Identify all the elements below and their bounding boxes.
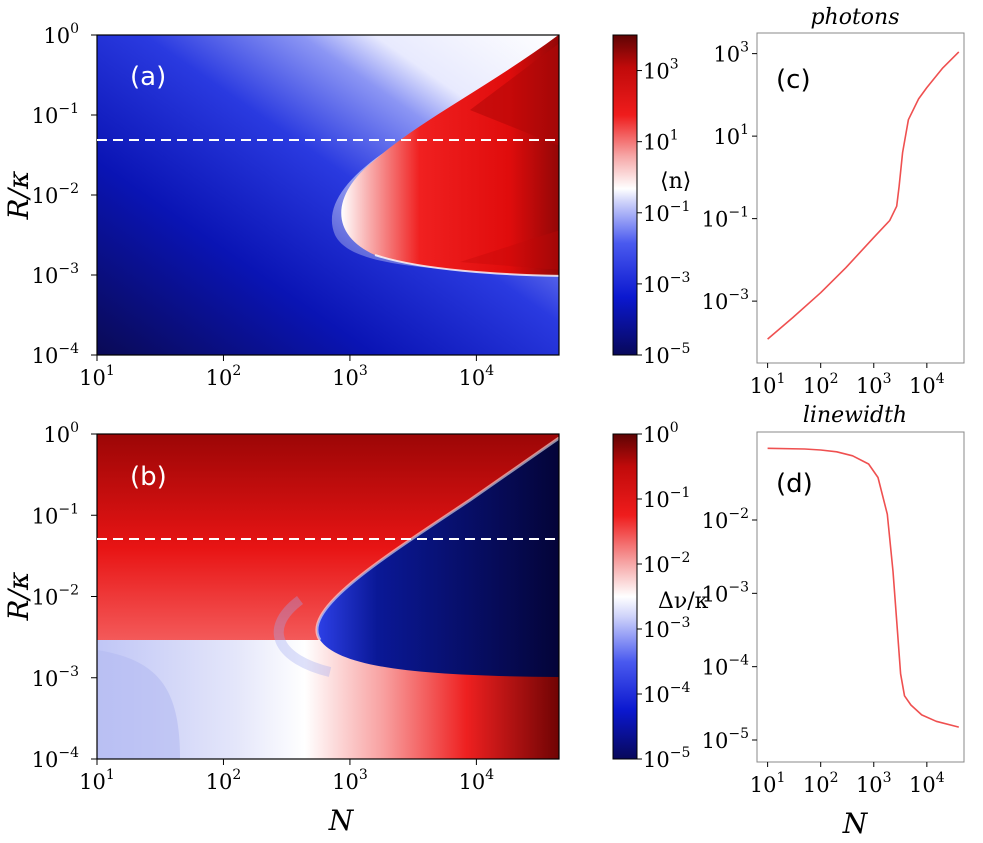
y-tick-label: 10−4 bbox=[32, 745, 79, 772]
ylabel-a: R/κ bbox=[2, 171, 35, 221]
x-tick-label: 104 bbox=[909, 770, 945, 797]
x-tick-label: 103 bbox=[332, 363, 368, 390]
ticks-b: 101 102 103 104 100 10−1 10−2 10−3 10−4 bbox=[32, 420, 495, 794]
y-tick-label: 10−1 bbox=[32, 101, 79, 128]
colorbar-tick-label: 100 bbox=[643, 420, 679, 447]
x-tick-label: 102 bbox=[206, 767, 242, 794]
x-tick-label: 104 bbox=[459, 767, 495, 794]
y-tick-label: 100 bbox=[43, 21, 79, 48]
colorbar-tick-label: 10−1 bbox=[643, 485, 690, 512]
colorbar-tick-label: 103 bbox=[643, 57, 679, 84]
colorbar-tick-label: 10−5 bbox=[643, 745, 690, 772]
x-tick-label: 103 bbox=[332, 767, 368, 794]
plot-c: 101 102 103 104 103 101 10−1 10−3 bbox=[702, 40, 960, 398]
ylabel-b: R/κ bbox=[2, 572, 35, 622]
colorbar-label-a: ⟨n⟩ bbox=[660, 169, 691, 194]
y-tick-label: 10−2 bbox=[702, 506, 749, 533]
x-tick-label: 104 bbox=[909, 371, 945, 398]
y-tick-label: 10−1 bbox=[702, 205, 749, 232]
colorbar-tick-label: 10−3 bbox=[643, 615, 690, 642]
colorbar-a bbox=[612, 34, 638, 356]
y-tick-label: 10−2 bbox=[32, 583, 79, 610]
x-tick-label: 102 bbox=[206, 363, 242, 390]
colorbar-ticks-b: 100 10−1 10−2 10−3 10−4 10−5 bbox=[637, 420, 690, 772]
axes-frame-c bbox=[756, 32, 965, 364]
panel-label-a: (a) bbox=[130, 62, 166, 92]
x-tick-label: 101 bbox=[750, 371, 786, 398]
y-tick-label: 100 bbox=[43, 420, 79, 447]
plot-d: 101 102 103 104 10−2 10−3 10−4 10−5 bbox=[702, 447, 959, 797]
series-line bbox=[767, 447, 959, 728]
colorbar-ticks-a: 103 101 10−1 10−3 10−5 bbox=[637, 57, 690, 368]
colorbar-tick-label: 10−2 bbox=[643, 550, 690, 577]
colorbar-tick-label: 10−4 bbox=[643, 680, 690, 707]
colorbar-b bbox=[612, 433, 638, 760]
y-tick-label: 10−3 bbox=[32, 261, 79, 288]
heatmap-a bbox=[97, 35, 559, 355]
panel-label-d: (d) bbox=[776, 469, 813, 499]
x-tick-label: 104 bbox=[459, 363, 495, 390]
colorbar-tick-label: 10−1 bbox=[643, 199, 690, 226]
x-tick-label: 101 bbox=[750, 770, 786, 797]
colorbar-tick-label: 10−5 bbox=[643, 341, 690, 368]
panel-d: linewidth (d) 101 102 103 10410−210−310−410… bbox=[702, 403, 965, 840]
y-tick-label: 10−1 bbox=[32, 501, 79, 528]
colorbar-label-b: Δν/κ bbox=[658, 589, 709, 614]
panel-label-c: (c) bbox=[776, 65, 811, 95]
x-tick-label: 103 bbox=[856, 770, 892, 797]
y-tick-label: 10−4 bbox=[32, 341, 79, 368]
series-line bbox=[767, 51, 960, 340]
title-c: photons bbox=[810, 5, 899, 30]
y-tick-label: 10−3 bbox=[702, 579, 749, 606]
y-tick-label: 10−2 bbox=[32, 181, 79, 208]
y-tick-label: 103 bbox=[713, 40, 749, 67]
y-tick-label: 10−3 bbox=[32, 664, 79, 691]
xlabel-d: N bbox=[842, 807, 869, 840]
panel-c: photons (c) 101 102 103 104 103 101 10−1 10−3 bbox=[702, 5, 965, 398]
y-tick-label: 10−5 bbox=[702, 726, 749, 753]
y-tick-label: 10−3 bbox=[702, 287, 749, 314]
x-tick-label: 102 bbox=[803, 371, 839, 398]
colorbar-tick-label: 10−3 bbox=[643, 270, 690, 297]
colorbar-tick-label: 101 bbox=[643, 128, 679, 155]
ticks-a: 101 102 103 104 100 10−1 10−2 10−3 10−4 bbox=[32, 21, 495, 390]
axes-frame-d bbox=[756, 431, 965, 763]
x-tick-label: 102 bbox=[803, 770, 839, 797]
y-tick-label: 101 bbox=[713, 122, 749, 149]
title-d: linewidth bbox=[803, 403, 907, 428]
xlabel-b: N bbox=[328, 804, 355, 837]
panel-label-b: (b) bbox=[130, 462, 167, 492]
x-tick-label: 101 bbox=[79, 767, 115, 794]
x-tick-label: 101 bbox=[79, 363, 115, 390]
x-tick-label: 103 bbox=[856, 371, 892, 398]
y-tick-label: 10−4 bbox=[702, 653, 749, 680]
heatmap-b bbox=[97, 434, 559, 759]
